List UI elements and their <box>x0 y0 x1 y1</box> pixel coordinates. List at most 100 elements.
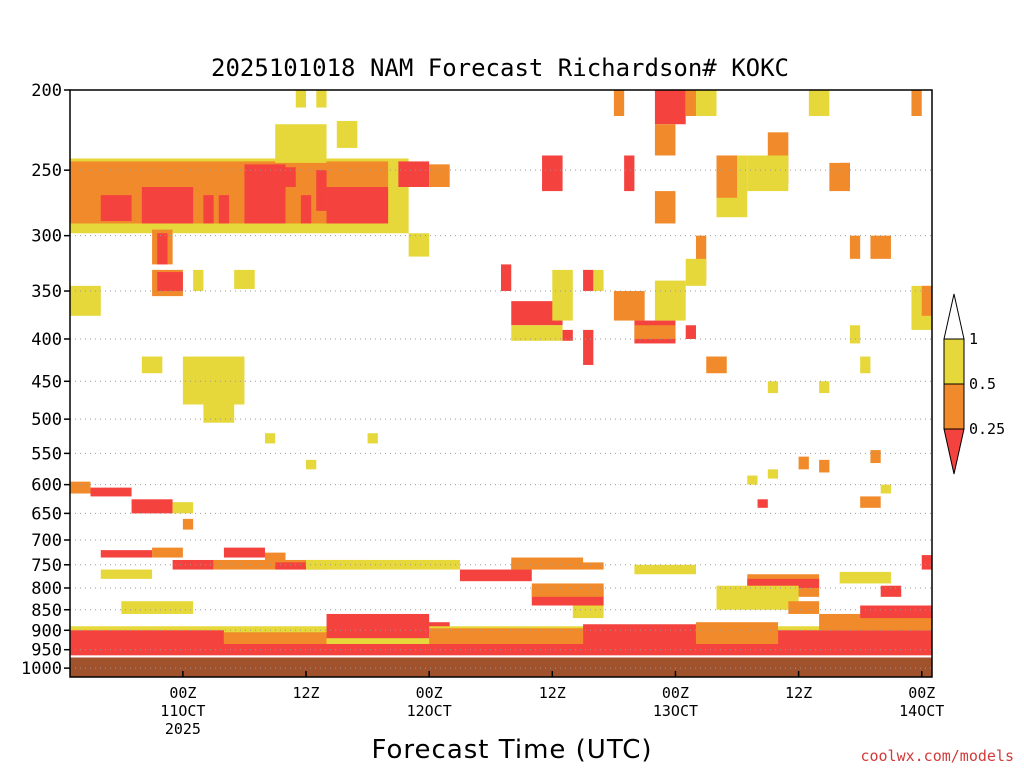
ri-region-red <box>172 559 214 570</box>
legend-bin-orange <box>943 383 965 430</box>
y-tick-label-800: 800 <box>31 579 62 599</box>
ri-region-yellow <box>316 90 327 108</box>
ri-region-red <box>157 233 168 265</box>
ri-region-orange <box>634 325 676 339</box>
y-tick-label-750: 750 <box>31 556 62 576</box>
ri-region-orange <box>819 459 830 473</box>
ri-region-red <box>300 195 312 224</box>
ri-region-yellow <box>306 559 460 570</box>
ri-region-yellow <box>767 469 779 479</box>
ri-region-yellow <box>932 90 942 116</box>
ri-region-red <box>583 329 594 365</box>
y-tick-label-450: 450 <box>31 372 62 392</box>
ri-region-orange <box>706 356 727 374</box>
y-tick-label-250: 250 <box>31 161 62 181</box>
ri-region-orange <box>860 496 881 508</box>
ri-region-orange <box>685 90 696 116</box>
ri-region-yellow <box>654 280 686 321</box>
ri-region-yellow <box>172 502 194 514</box>
ri-region-yellow <box>275 124 327 163</box>
x-tick-label: 12Z <box>785 684 812 702</box>
ri-region-orange <box>870 235 891 259</box>
ri-region-orange <box>911 90 922 116</box>
ri-region-yellow <box>839 571 891 584</box>
ri-region-red <box>685 325 696 339</box>
ri-region-orange <box>223 632 327 644</box>
ri-region-red <box>860 605 932 619</box>
ri-region-red <box>285 167 296 187</box>
y-tick-label-700: 700 <box>31 531 62 551</box>
ri-region-yellow <box>264 433 276 444</box>
ri-region-yellow <box>849 325 861 344</box>
ri-region-orange <box>716 155 738 198</box>
heatmap-cells <box>70 90 942 656</box>
ri-region-red <box>778 630 932 644</box>
y-tick-label-950: 950 <box>31 641 62 661</box>
x-tick-label: 00Z <box>169 684 196 702</box>
ri-region-yellow <box>747 475 758 485</box>
ri-region-yellow <box>808 90 830 116</box>
y-tick-label-300: 300 <box>31 227 62 247</box>
ri-region-yellow <box>767 381 779 394</box>
ri-region-red <box>501 264 512 292</box>
y-tick-label-350: 350 <box>31 282 62 302</box>
ri-region-red <box>218 195 230 224</box>
x-tick-label: 00Z <box>908 684 935 702</box>
ri-region-red <box>921 555 932 570</box>
ri-region-yellow <box>306 459 317 470</box>
ri-region-yellow <box>121 601 194 614</box>
ri-region-red <box>100 195 132 221</box>
ri-region-red <box>223 547 265 558</box>
ri-region-yellow <box>860 356 871 374</box>
x-tick-label: 00Z <box>416 684 443 702</box>
ri-region-orange <box>921 285 932 316</box>
ri-region-red <box>562 329 573 341</box>
y-tick-label-1000: 1000 <box>21 659 62 679</box>
ri-region-red <box>100 550 153 558</box>
credit-text: coolwx.com/models <box>860 747 1014 765</box>
ri-region-red <box>316 170 327 211</box>
ri-region-red <box>757 499 768 508</box>
ri-region-red <box>654 90 686 125</box>
ri-region-yellow <box>716 585 799 610</box>
ri-region-yellow <box>747 155 789 192</box>
ri-region-yellow <box>367 433 378 444</box>
ri-region-orange <box>429 628 584 644</box>
ri-region-red <box>275 562 327 570</box>
ground-fill <box>70 656 932 677</box>
ri-region-orange <box>429 164 450 187</box>
ri-region-red <box>70 643 932 656</box>
ri-region-orange <box>849 235 861 259</box>
y-tick-label-600: 600 <box>31 476 62 496</box>
colorbar-legend: 1 0.5 0.25 <box>943 293 1005 475</box>
y-tick-label-650: 650 <box>31 504 62 524</box>
legend-label-1: 1 <box>969 330 978 348</box>
ri-region-yellow <box>695 90 717 116</box>
ri-region-orange <box>870 450 881 464</box>
x-tick-label: 00Z <box>662 684 689 702</box>
x-tick-label: 12Z <box>539 684 566 702</box>
ri-region-yellow <box>70 285 101 316</box>
ri-region-orange <box>70 481 91 494</box>
ri-region-red <box>70 630 224 644</box>
ri-region-orange <box>798 456 809 470</box>
ri-region-orange <box>531 583 604 597</box>
ri-region-yellow <box>141 356 163 374</box>
ri-region-red <box>157 272 183 292</box>
x-tick-label: 13OCT <box>653 702 698 720</box>
legend-bin-yellow <box>943 338 965 385</box>
ri-region-orange <box>654 191 676 224</box>
plot-frame <box>69 89 933 678</box>
ri-region-orange <box>264 552 286 563</box>
ri-region-red <box>459 569 532 582</box>
ground-layer <box>70 655 932 677</box>
ri-region-yellow <box>572 605 604 619</box>
ri-region-red <box>583 624 696 644</box>
x-axis-label: Forecast Time (UTC) <box>371 735 652 765</box>
ri-region-red <box>141 186 194 224</box>
ri-region-red <box>326 186 389 224</box>
y-tick-label-500: 500 <box>31 410 62 430</box>
plot-area <box>69 89 942 678</box>
